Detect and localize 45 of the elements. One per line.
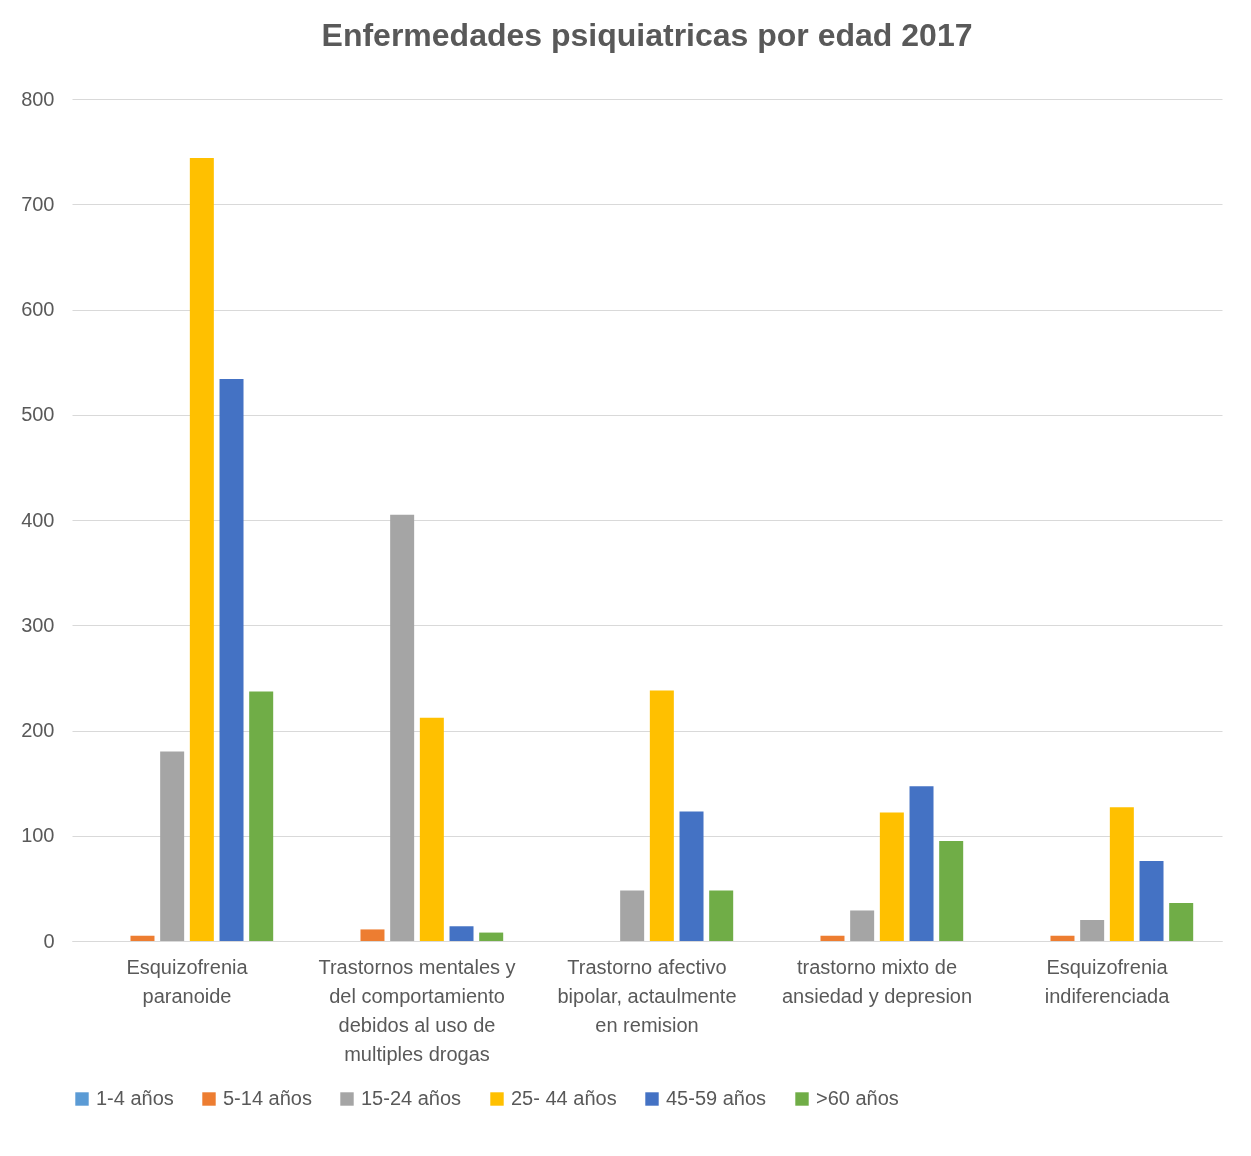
bar [620, 890, 645, 941]
bar [820, 935, 845, 941]
x-tick-label: Trastorno afectivo bipolar, actaulmente en remision [557, 955, 737, 1036]
legend-label: 15-24 años [361, 1087, 462, 1109]
bar [1109, 807, 1134, 941]
bar [189, 157, 214, 941]
y-tick-label: 100 [21, 824, 55, 847]
x-tick-label: Esquizofrenia indiferenciada [1044, 955, 1171, 1007]
bar [1169, 903, 1194, 941]
bar [419, 717, 444, 941]
bar [1050, 935, 1075, 941]
bar [360, 929, 385, 941]
y-tick-label: 600 [21, 298, 55, 320]
legend-label: 45-59 años [666, 1087, 767, 1109]
bar [219, 378, 244, 941]
legend-label: >60 años [816, 1087, 899, 1109]
bar [709, 890, 734, 941]
bar [649, 690, 674, 941]
y-tick-label: 300 [21, 613, 55, 636]
legend-label: 25- 44 años [511, 1087, 617, 1109]
bar [850, 910, 875, 941]
y-tick-label: 800 [21, 87, 55, 110]
bar [1139, 861, 1164, 941]
legend-label: 5-14 años [223, 1087, 312, 1109]
y-tick-label: 0 [43, 929, 55, 952]
bar [1080, 919, 1105, 941]
y-tick-label: 500 [21, 403, 55, 426]
y-tick-label: 400 [21, 508, 55, 531]
bar [249, 691, 274, 941]
bar [939, 841, 964, 941]
x-tick-label: Trastornos mentales y del comportamiento debidos al uso de multiples drogas [318, 955, 516, 1065]
bar [909, 786, 934, 941]
bar [479, 932, 504, 941]
x-tick-label: Esquizofrenia paranoide [126, 955, 249, 1007]
bar [679, 811, 704, 941]
bar [449, 926, 474, 941]
bar [160, 751, 185, 941]
chart-title: Enfermedades psiquiatricas por edad 2017 [321, 17, 973, 53]
bar [130, 935, 155, 941]
legend-label: 1-4 años [96, 1087, 174, 1109]
bar [879, 812, 904, 941]
y-tick-label: 200 [21, 719, 55, 741]
y-tick-label: 700 [21, 192, 55, 215]
bar [390, 514, 415, 941]
x-tick-label: trastorno mixto de ansiedad y depresion [781, 955, 973, 1007]
